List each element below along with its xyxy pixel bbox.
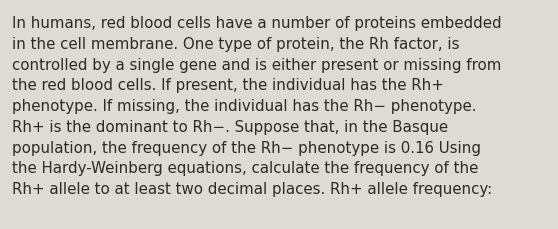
Text: In humans, red blood cells have a number of proteins embedded
in the cell membra: In humans, red blood cells have a number… xyxy=(12,16,502,196)
